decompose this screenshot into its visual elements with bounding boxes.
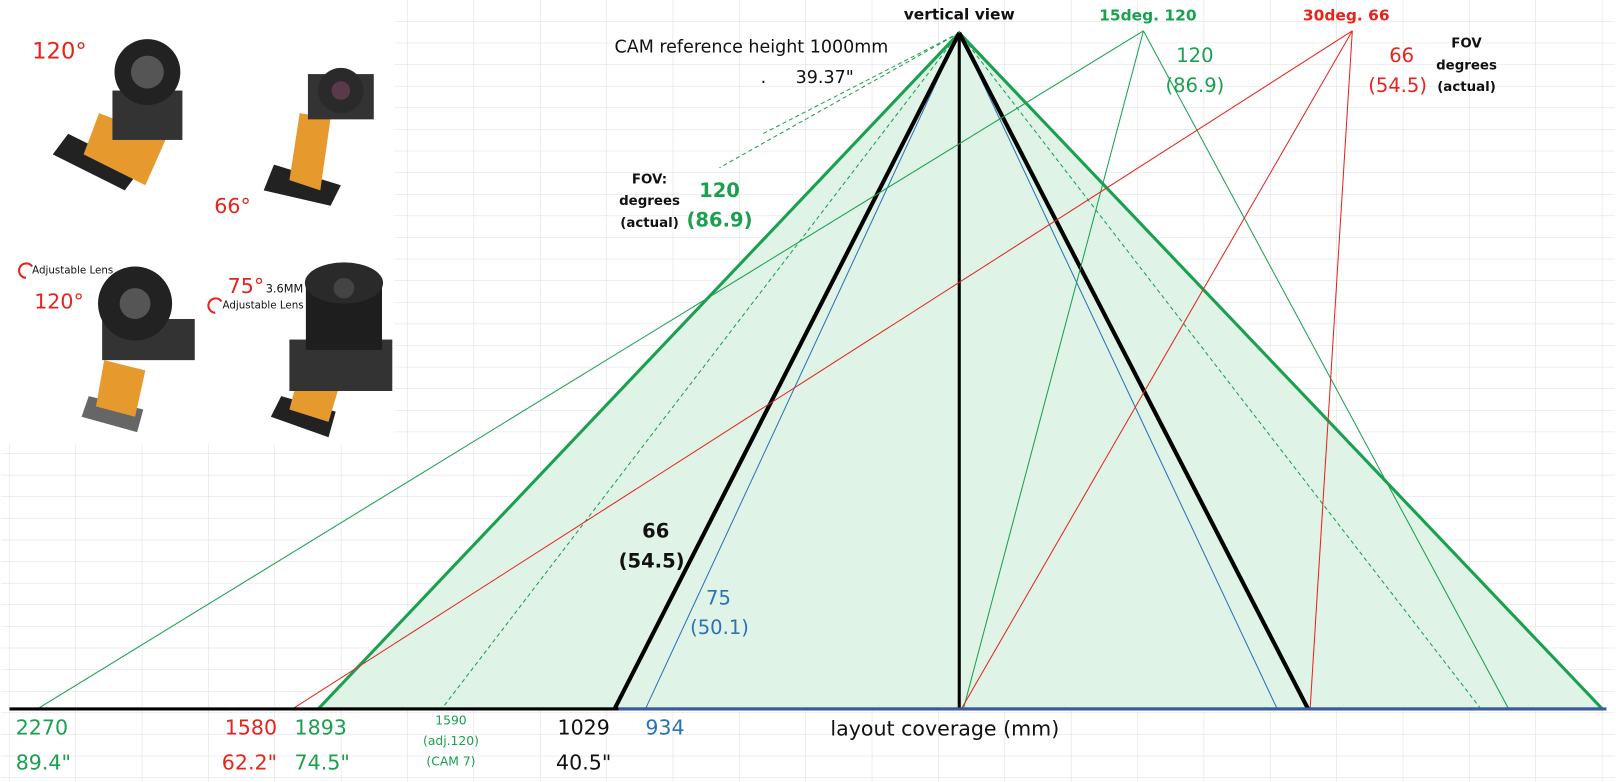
separator: . [761, 68, 767, 88]
rotate-icon [207, 297, 223, 314]
coverage-mm: 1893 [295, 715, 347, 739]
camera-photo [52, 39, 183, 191]
coverage-mm: 934 [645, 715, 684, 739]
fov-value: 120 [1176, 44, 1213, 67]
fov-actual: (54.5) [619, 549, 685, 572]
coverage-inches: 40.5" [556, 750, 611, 774]
fov-actual: (54.5) [1368, 74, 1427, 97]
coverage-inches: 62.2" [222, 750, 277, 774]
coverage-note: (CAM 7) [426, 754, 475, 768]
fov-value: 66 [642, 519, 669, 542]
legend-title: FOV: [632, 173, 667, 188]
photo-note: Adjustable Lens [32, 265, 113, 277]
view-title: vertical view [904, 5, 1015, 23]
coverage-mm: 1580 [225, 715, 277, 739]
fov-actual: (86.9) [686, 209, 752, 232]
legend-line: (actual) [620, 216, 679, 231]
camera-photo [263, 67, 374, 206]
fov-value: 66 [1389, 44, 1414, 67]
photo-fov: 120° [34, 289, 84, 313]
coverage-mm: 1590 [435, 713, 467, 727]
coverage-note: (adj.120) [423, 734, 479, 748]
reference-inches: 39.37" [796, 68, 854, 88]
photo-fov: 75° [228, 274, 264, 298]
axis-label: layout coverage (mm) [830, 716, 1059, 740]
reference-height: CAM reference height 1000mm [615, 37, 889, 57]
fov-actual: (86.9) [1166, 74, 1225, 97]
coverage-mm: 2270 [16, 715, 68, 739]
fov-lines [9, 30, 1607, 711]
tilt-label: 15deg. 120 [1099, 6, 1196, 24]
fov-value: 75 [706, 586, 731, 609]
camera-photo [81, 266, 195, 433]
coverage-mm: 1029 [558, 715, 610, 739]
legend-line: degrees [619, 194, 680, 209]
camera-photo [270, 262, 393, 438]
photo-panel: 120° 66° Adjustable Lens 120° 75° 3.6MM … [1, 0, 395, 445]
rotate-icon [18, 262, 34, 279]
photo-fov: 66° [214, 194, 250, 218]
fov-value: 120 [699, 179, 740, 202]
legend-title: FOV [1451, 37, 1482, 52]
coverage-inches: 89.4" [16, 750, 71, 774]
fov-actual: (50.1) [690, 616, 749, 639]
photo-note: Adjustable Lens [223, 300, 304, 312]
coverage-inches: 74.5" [295, 750, 350, 774]
legend-line: degrees [1436, 58, 1497, 73]
photo-fov: 120° [32, 38, 87, 64]
legend-line: (actual) [1437, 80, 1496, 95]
photo-lens: 3.6MM [266, 283, 303, 296]
tilt-label: 30deg. 66 [1303, 6, 1390, 24]
